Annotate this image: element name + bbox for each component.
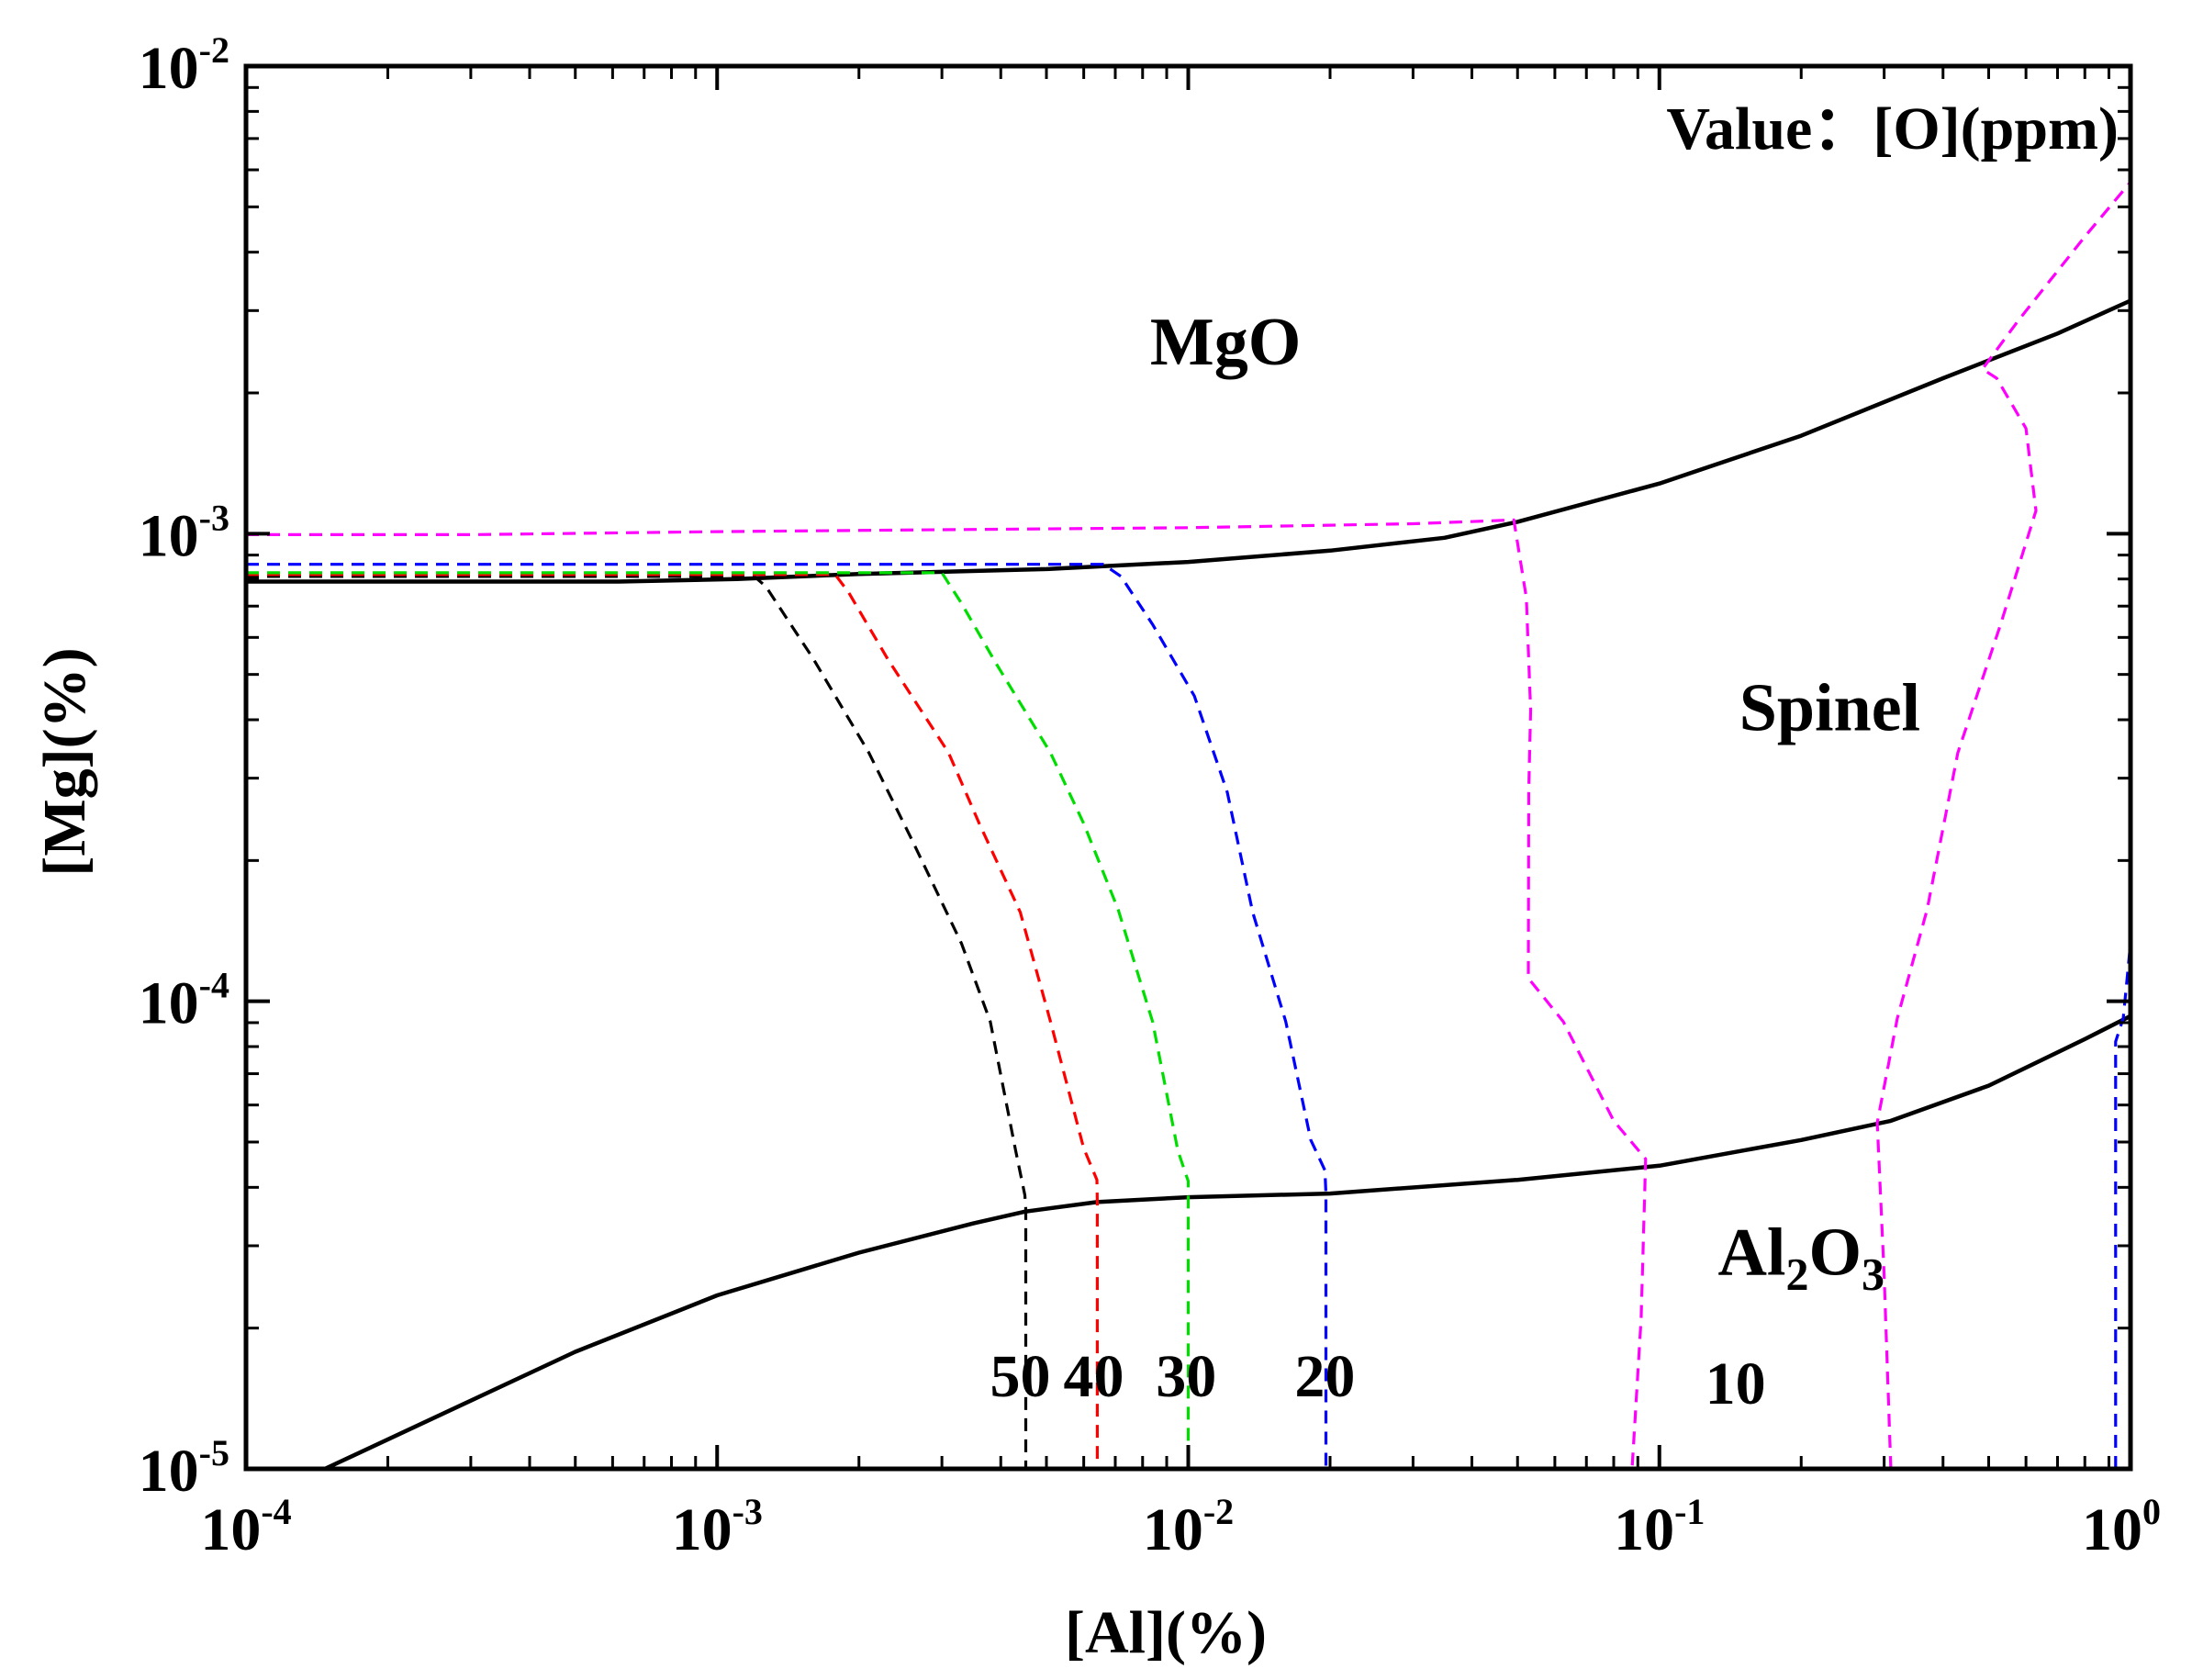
x-tick-label-4: 10-4 xyxy=(200,1491,291,1563)
y-tick-label-3: 10-3 xyxy=(139,497,229,569)
iso-oxygen-label-10: 10 xyxy=(1706,1350,1766,1417)
series-line-30 xyxy=(246,571,1191,1469)
series-line-10-left xyxy=(246,518,1648,1470)
y-axis-label: [Mg](%) xyxy=(31,647,98,876)
x-tick-label-3: 10-3 xyxy=(672,1491,763,1563)
series-line-20 xyxy=(246,563,1328,1469)
series-line-mgo-spinel-boundary xyxy=(246,298,2131,584)
x-tick-label-1: 10-1 xyxy=(1614,1491,1705,1563)
y-tick-label-2: 10-2 xyxy=(139,29,229,102)
iso-oxygen-label-30: 30 xyxy=(1156,1343,1216,1410)
region-label-spinel: Spinel xyxy=(1739,670,1920,745)
y-tick-label-5: 10-5 xyxy=(139,1432,229,1505)
series-line-spinel-al2o3-boundary xyxy=(323,1014,2132,1472)
x-axis-label: [Al](%) xyxy=(1065,1599,1267,1666)
x-tick-label-0: 100 xyxy=(2082,1491,2161,1563)
ticks-layer xyxy=(244,64,2132,1471)
iso-oxygen-label-50: 50 xyxy=(990,1343,1051,1410)
series-layer xyxy=(246,181,2132,1472)
series-line-10-right xyxy=(1875,181,2132,1470)
region-label-mgo: MgO xyxy=(1150,305,1301,380)
series-line-10-far-right xyxy=(2114,943,2132,1469)
region-label-al2o3: Al2O3 xyxy=(1717,1215,1884,1300)
iso-oxygen-label-20: 20 xyxy=(1294,1343,1355,1410)
iso-oxygen-label-40: 40 xyxy=(1064,1343,1124,1410)
x-tick-label-2: 10-2 xyxy=(1143,1491,1234,1563)
labels-layer: 10-4 10-3 10-2 10-1 10010-510-410-310-2MgOSp… xyxy=(139,29,2161,1563)
series-line-50 xyxy=(246,575,1028,1469)
legend-note: Value：[O](ppm) xyxy=(1666,95,2119,162)
series-line-40 xyxy=(246,573,1099,1469)
y-tick-label-4: 10-4 xyxy=(139,965,229,1037)
